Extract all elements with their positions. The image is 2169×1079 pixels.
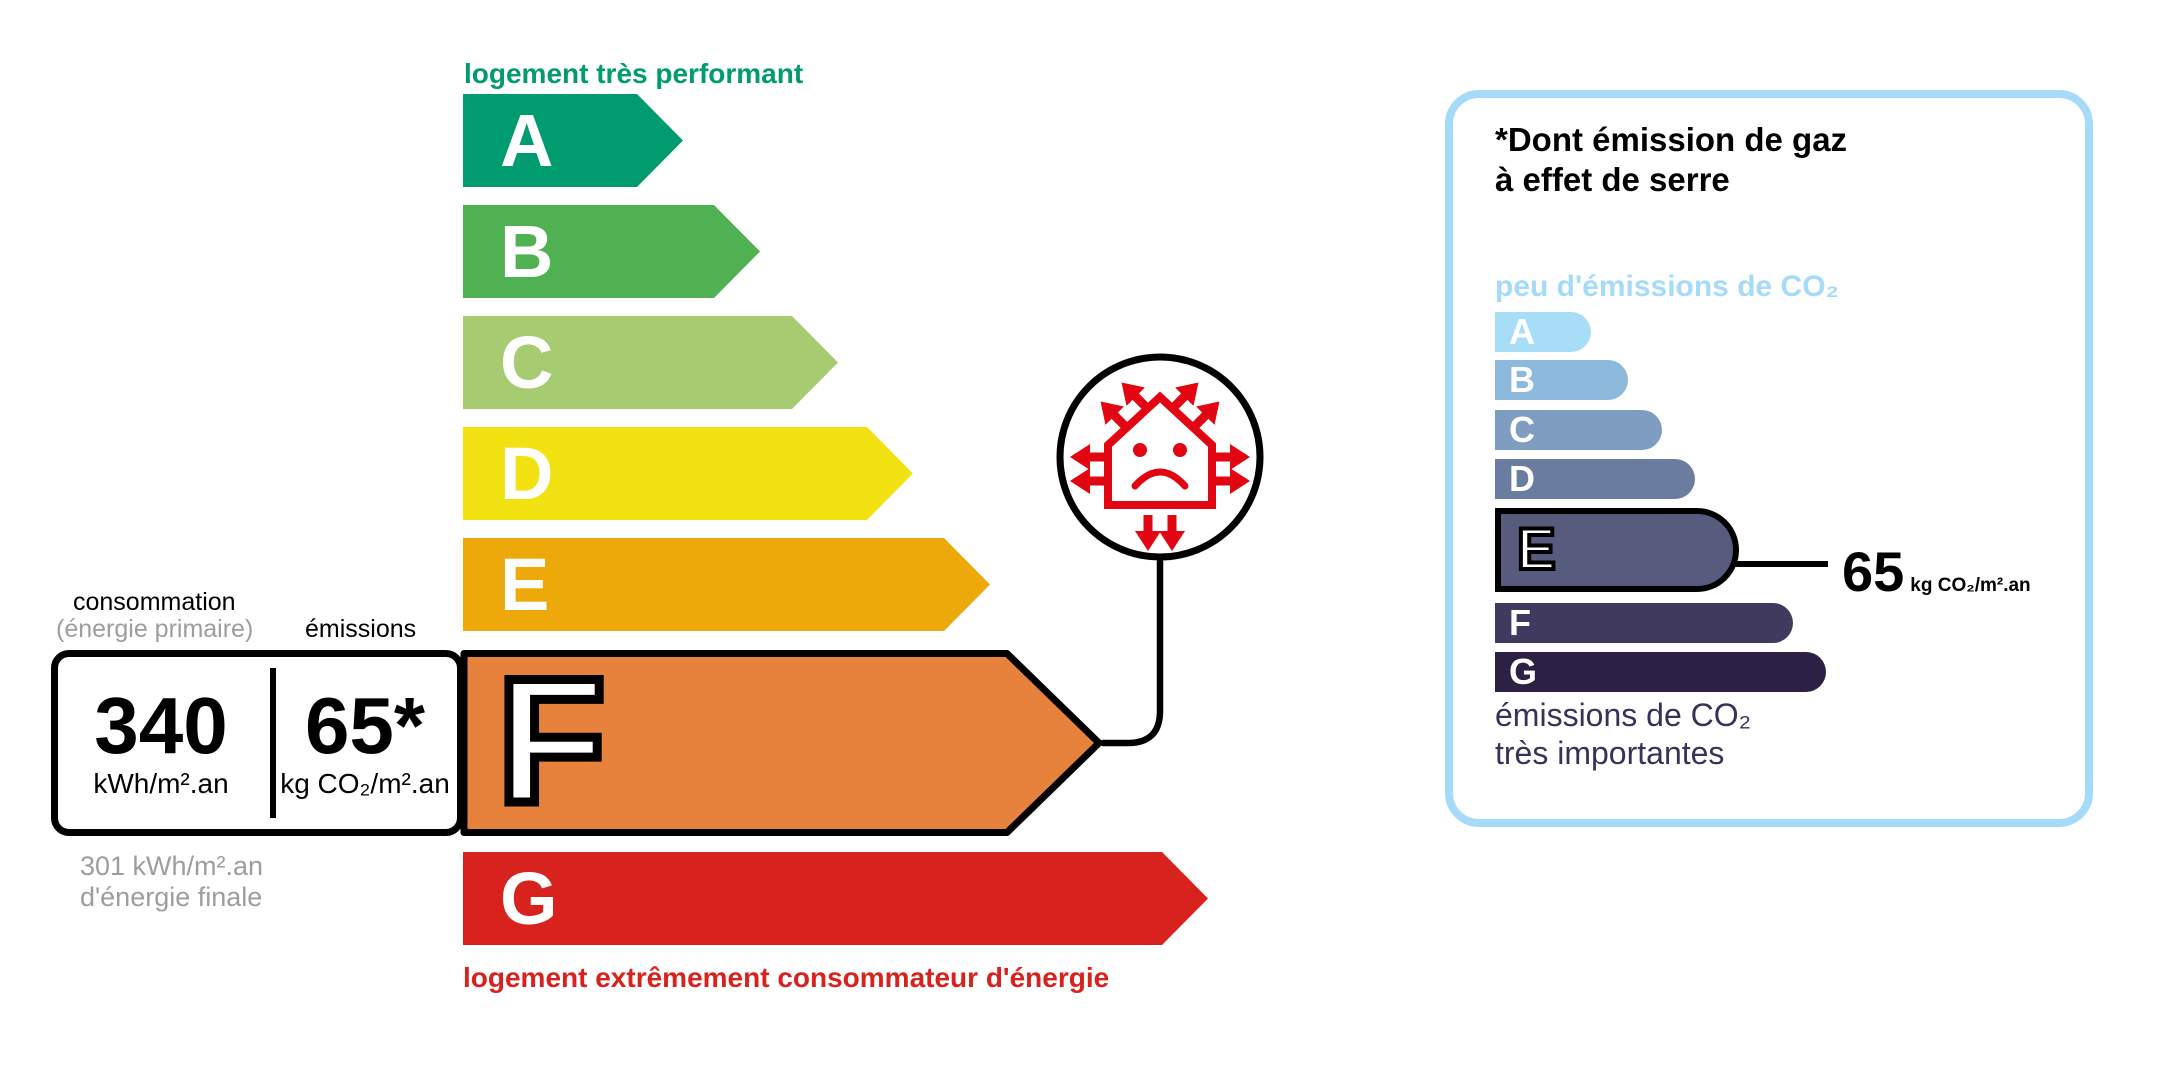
co2-bar-g-letter: G bbox=[1509, 651, 1538, 692]
energy-bar-e-letter: E bbox=[500, 542, 550, 626]
co2-value: 65 bbox=[1842, 540, 1905, 603]
co2-bar-e-letter: E bbox=[1515, 517, 1558, 582]
house-eye-right bbox=[1173, 443, 1187, 457]
final-energy-note: 301 kWh/m².an d'énergie finale bbox=[80, 851, 263, 913]
house-eye-left bbox=[1133, 443, 1147, 457]
co2-panel-title: *Dont émission de gaz à effet de serre bbox=[1495, 120, 1847, 200]
energy-bar-g-letter: G bbox=[500, 856, 558, 940]
co2-panel-title-line2: à effet de serre bbox=[1495, 161, 1730, 198]
energy-bar-f-letter: F bbox=[493, 641, 611, 840]
co2-bar-a-letter: A bbox=[1509, 311, 1535, 352]
co2-panel-title-line1: *Dont émission de gaz bbox=[1495, 121, 1848, 158]
energy-bar-b: B bbox=[463, 205, 760, 298]
co2-value-unit-small: kg CO₂/m².an bbox=[1910, 575, 2031, 596]
energy-value-column: 340 kWh/m².an bbox=[58, 650, 264, 836]
consumption-header: consommation bbox=[73, 588, 236, 616]
co2-bottom-label-line2: très importantes bbox=[1495, 735, 1725, 771]
co2-bar-b: B bbox=[1495, 360, 1628, 400]
final-energy-line1: 301 kWh/m².an bbox=[80, 851, 264, 881]
co2-bar-c: C bbox=[1495, 410, 1662, 450]
co2-bar-a: A bbox=[1495, 312, 1591, 352]
co2-bar-g: G bbox=[1495, 652, 1826, 692]
co2-bar-d-letter: D bbox=[1509, 458, 1535, 499]
co2-bar-e-highlighted: E bbox=[1495, 508, 1739, 592]
f-to-icon-connector bbox=[1099, 552, 1164, 747]
co2-bar-f: F bbox=[1495, 603, 1793, 643]
energy-bar-a-letter: A bbox=[500, 98, 554, 182]
energy-scale-top-label: logement très performant bbox=[464, 58, 804, 89]
primary-energy-subheader: (énergie primaire) bbox=[56, 615, 254, 643]
emissions-header: émissions bbox=[305, 615, 417, 643]
energy-bar-c: C bbox=[463, 316, 838, 409]
energy-value: 340 bbox=[94, 681, 228, 770]
energy-bar-d-letter: D bbox=[500, 431, 554, 515]
final-energy-line2: d'énergie finale bbox=[80, 882, 263, 912]
co2-value-unit: kg CO₂/m².an bbox=[280, 768, 450, 799]
co2-bottom-label-line1: émissions de CO₂ bbox=[1495, 697, 1752, 733]
energy-bar-a: A bbox=[463, 94, 683, 187]
energy-bar-g: G bbox=[463, 852, 1208, 945]
energy-bar-c-letter: C bbox=[500, 320, 554, 404]
house-outline bbox=[1104, 391, 1216, 509]
co2-bar-d: D bbox=[1495, 459, 1695, 499]
co2-scale-bottom-label: émissions de CO₂ très importantes bbox=[1495, 696, 1751, 772]
house-sad-mouth bbox=[1131, 468, 1189, 490]
co2-bar-f-letter: F bbox=[1509, 602, 1531, 643]
co2-value-starred: 65* bbox=[304, 681, 426, 770]
co2-value-column: 65* kg CO₂/m².an bbox=[272, 650, 458, 836]
energy-bar-e: E bbox=[463, 538, 990, 631]
energy-leak-sad-house-icon bbox=[1056, 353, 1264, 561]
value-box-divider bbox=[270, 668, 276, 818]
co2-bar-b-letter: B bbox=[1509, 359, 1535, 400]
energy-bar-d: D bbox=[463, 427, 913, 520]
co2-bar-c-letter: C bbox=[1509, 409, 1535, 450]
co2-emissions-panel: *Dont émission de gaz à effet de serre p… bbox=[1445, 90, 2093, 827]
co2-value-group: 65 kg CO₂/m².an bbox=[1842, 544, 2031, 600]
energy-scale-bottom-label: logement extrêmement consommateur d'éner… bbox=[463, 962, 1110, 993]
consumption-value-box bbox=[51, 650, 464, 836]
leak-arrows bbox=[1070, 382, 1250, 551]
co2-scale-top-label: peu d'émissions de CO₂ bbox=[1495, 270, 1839, 303]
energy-bar-b-letter: B bbox=[500, 209, 554, 293]
energy-value-unit: kWh/m².an bbox=[93, 768, 229, 799]
